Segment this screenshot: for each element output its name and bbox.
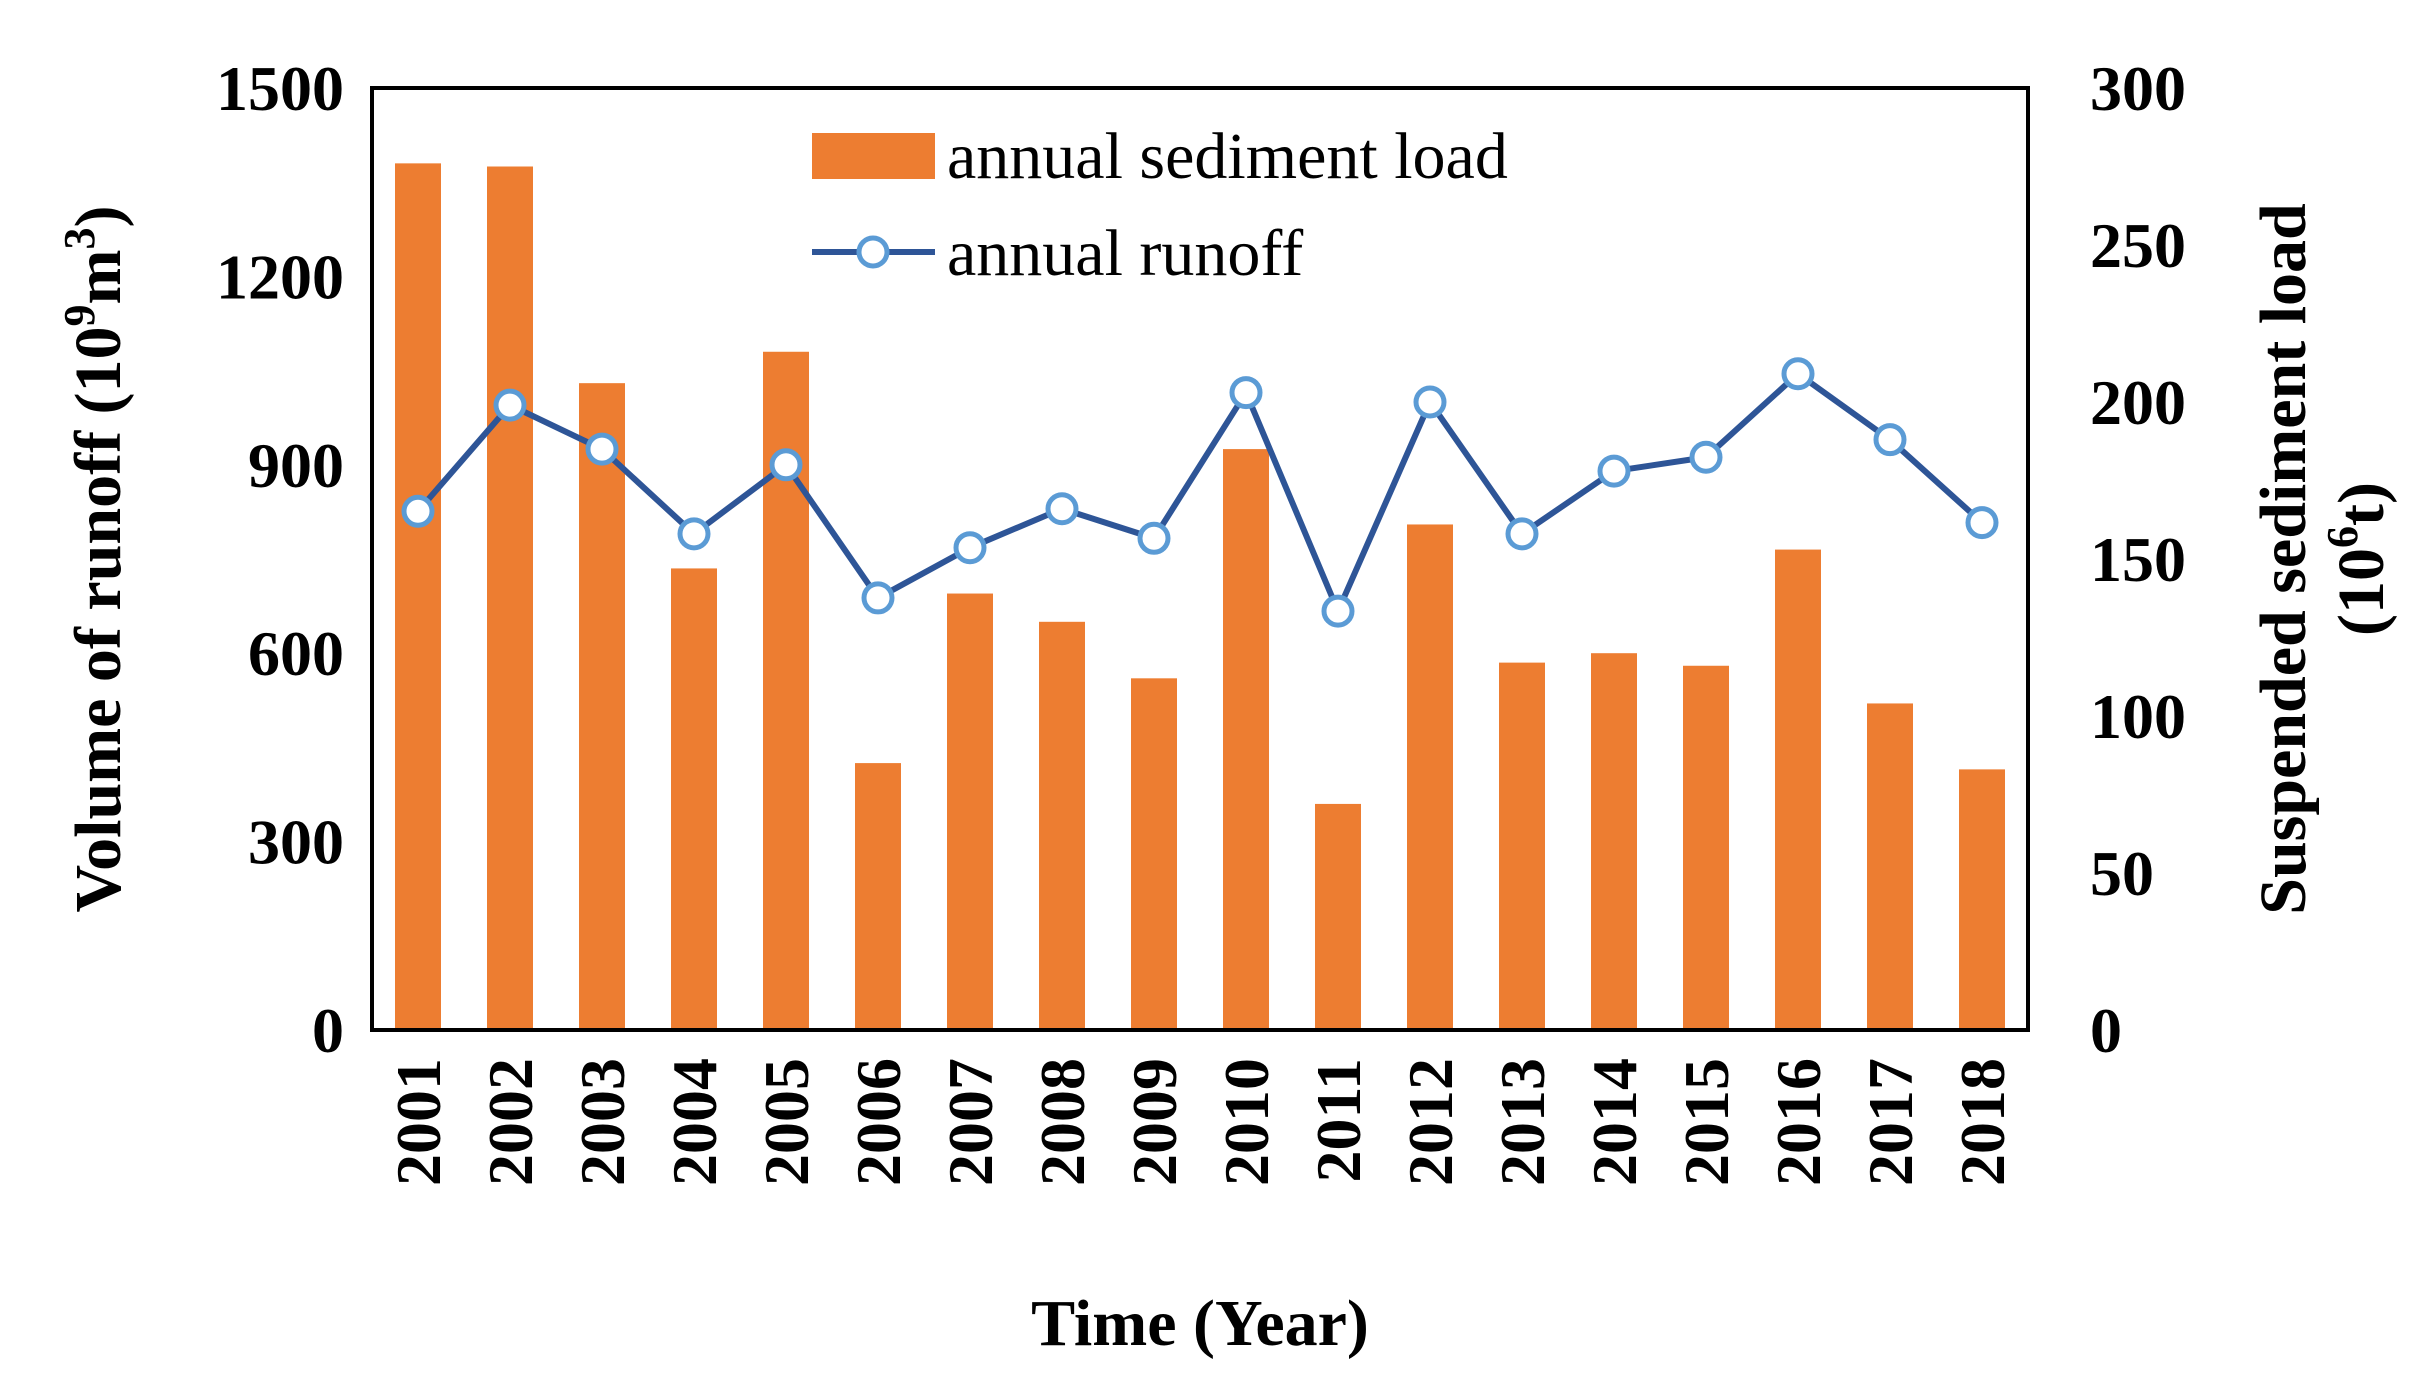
runoff-point-2014 <box>1597 454 1631 488</box>
runoff-point-2013 <box>1505 517 1539 551</box>
x-tick-label: 2013 <box>1487 1058 1558 1186</box>
x-tick-label: 2010 <box>1211 1058 1282 1186</box>
left-tick-label: 900 <box>248 430 344 501</box>
legend-marker-runoff <box>856 235 890 269</box>
runoff-point-2016 <box>1781 357 1815 391</box>
runoff-point-2004 <box>677 517 711 551</box>
runoff-point-2002 <box>493 388 527 422</box>
x-tick-label: 2012 <box>1395 1058 1466 1186</box>
runoff-point-2018 <box>1965 506 1999 540</box>
runoff-point-2017 <box>1873 423 1907 457</box>
bar-2006 <box>855 763 901 1030</box>
bar-2018 <box>1959 769 2005 1030</box>
runoff-point-2007 <box>953 531 987 565</box>
right-tick-label: 300 <box>2090 53 2186 124</box>
x-tick-label: 2009 <box>1119 1058 1190 1186</box>
bar-2010 <box>1223 449 1269 1031</box>
left-tick-label: 300 <box>248 807 344 878</box>
legend-label-runoff: annual runoff <box>947 217 1303 290</box>
right-tick-label: 0 <box>2090 995 2122 1066</box>
right-tick-label: 100 <box>2090 681 2186 752</box>
x-tick-label: 2006 <box>843 1058 914 1186</box>
x-tick-label: 2001 <box>383 1058 454 1186</box>
x-tick-label: 2016 <box>1763 1058 1834 1186</box>
bar-2007 <box>947 593 993 1030</box>
y-axis-title-right-line1: Suspended sediment load <box>2247 203 2320 915</box>
runoff-point-2011 <box>1321 594 1355 628</box>
x-tick-label: 2018 <box>1947 1058 2018 1186</box>
runoff-point-2015 <box>1689 440 1723 474</box>
x-tick-label: 2011 <box>1303 1058 1374 1182</box>
runoff-point-2010 <box>1229 376 1263 410</box>
bar-2015 <box>1683 665 1729 1030</box>
bar-2013 <box>1499 662 1545 1030</box>
x-axis-ticks: 2001 2002 2003 2004 2005 2006 2007 2008 2009 2010… <box>383 1058 2018 1186</box>
x-tick-label: 2015 <box>1671 1058 1742 1186</box>
x-tick-label: 2003 <box>567 1058 638 1186</box>
left-tick-label: 0 <box>312 995 344 1066</box>
right-axis-ticks: 0 50 100 150 200 250 300 <box>2090 53 2186 1066</box>
legend-label-sediment: annual sediment load <box>947 120 1508 193</box>
bar-2002 <box>487 166 533 1030</box>
bar-2012 <box>1407 524 1453 1030</box>
runoff-point-2006 <box>861 581 895 615</box>
bar-2001 <box>395 163 441 1031</box>
runoff-point-2005 <box>769 448 803 482</box>
left-tick-label: 600 <box>248 618 344 689</box>
right-tick-label: 200 <box>2090 367 2186 438</box>
y-axis-title-left: Volume of runoff (109m3) <box>55 205 135 912</box>
bar-2014 <box>1591 653 1637 1030</box>
left-axis-ticks: 0 300 600 900 1200 1500 <box>216 53 344 1066</box>
y-axis-title-right-line2: (106t) <box>2318 482 2398 636</box>
bar-2009 <box>1131 678 1177 1030</box>
x-axis-title: Time (Year) <box>1031 1287 1369 1360</box>
x-tick-label: 2005 <box>751 1058 822 1186</box>
right-tick-label: 250 <box>2090 210 2186 281</box>
x-tick-label: 2017 <box>1855 1058 1926 1186</box>
runoff-point-2003 <box>585 432 619 466</box>
x-tick-label: 2002 <box>475 1058 546 1186</box>
bar-2016 <box>1775 549 1821 1030</box>
bar-2003 <box>579 383 625 1030</box>
x-tick-label: 2008 <box>1027 1058 1098 1186</box>
left-tick-label: 1200 <box>216 241 344 312</box>
legend: annual sediment load annual runoff <box>812 120 1508 290</box>
right-tick-label: 50 <box>2090 838 2154 909</box>
legend-swatch-sediment <box>812 133 935 179</box>
bar-2017 <box>1867 703 1913 1030</box>
x-tick-label: 2007 <box>935 1058 1006 1186</box>
runoff-point-2008 <box>1045 492 1079 526</box>
bar-2004 <box>671 568 717 1030</box>
runoff-point-2001 <box>401 494 435 528</box>
plot-frame <box>370 86 2030 1032</box>
left-tick-label: 1500 <box>216 53 344 124</box>
runoff-point-2012 <box>1413 385 1447 419</box>
runoff-point-2009 <box>1137 521 1171 555</box>
runoff-line <box>415 370 1985 615</box>
line-layer <box>401 357 1999 628</box>
x-tick-label: 2004 <box>659 1058 730 1186</box>
bars-layer <box>395 163 2005 1031</box>
bar-2008 <box>1039 621 1085 1030</box>
bar-2011 <box>1315 803 1361 1030</box>
x-tick-label: 2014 <box>1579 1058 1650 1186</box>
right-tick-label: 150 <box>2090 524 2186 595</box>
